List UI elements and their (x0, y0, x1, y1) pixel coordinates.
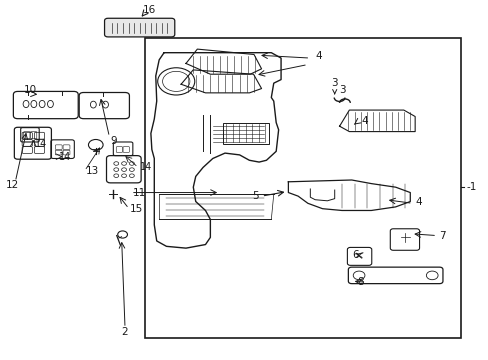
Text: 14: 14 (35, 139, 47, 149)
Text: 4: 4 (414, 197, 421, 207)
Text: 3: 3 (339, 85, 346, 95)
Bar (222, 123, 268, 144)
Text: 6: 6 (352, 250, 358, 260)
Text: 5: 5 (252, 191, 259, 201)
Text: -1: -1 (466, 182, 476, 192)
Text: 9: 9 (110, 136, 117, 145)
Text: 8: 8 (357, 277, 363, 287)
Text: 2: 2 (122, 327, 128, 337)
Text: 4: 4 (315, 51, 321, 61)
Text: 7: 7 (439, 231, 445, 240)
Text: 14: 14 (59, 152, 71, 162)
Text: 15: 15 (130, 204, 143, 214)
Text: 4: 4 (361, 116, 367, 126)
Text: 10: 10 (23, 85, 37, 95)
FancyBboxPatch shape (104, 18, 174, 37)
Text: 14: 14 (140, 162, 152, 172)
Text: 3: 3 (331, 78, 337, 94)
Text: 12: 12 (6, 180, 20, 190)
Bar (144, 39, 461, 338)
Text: 11: 11 (132, 188, 145, 198)
Text: 13: 13 (86, 166, 99, 176)
Text: 16: 16 (142, 5, 156, 15)
